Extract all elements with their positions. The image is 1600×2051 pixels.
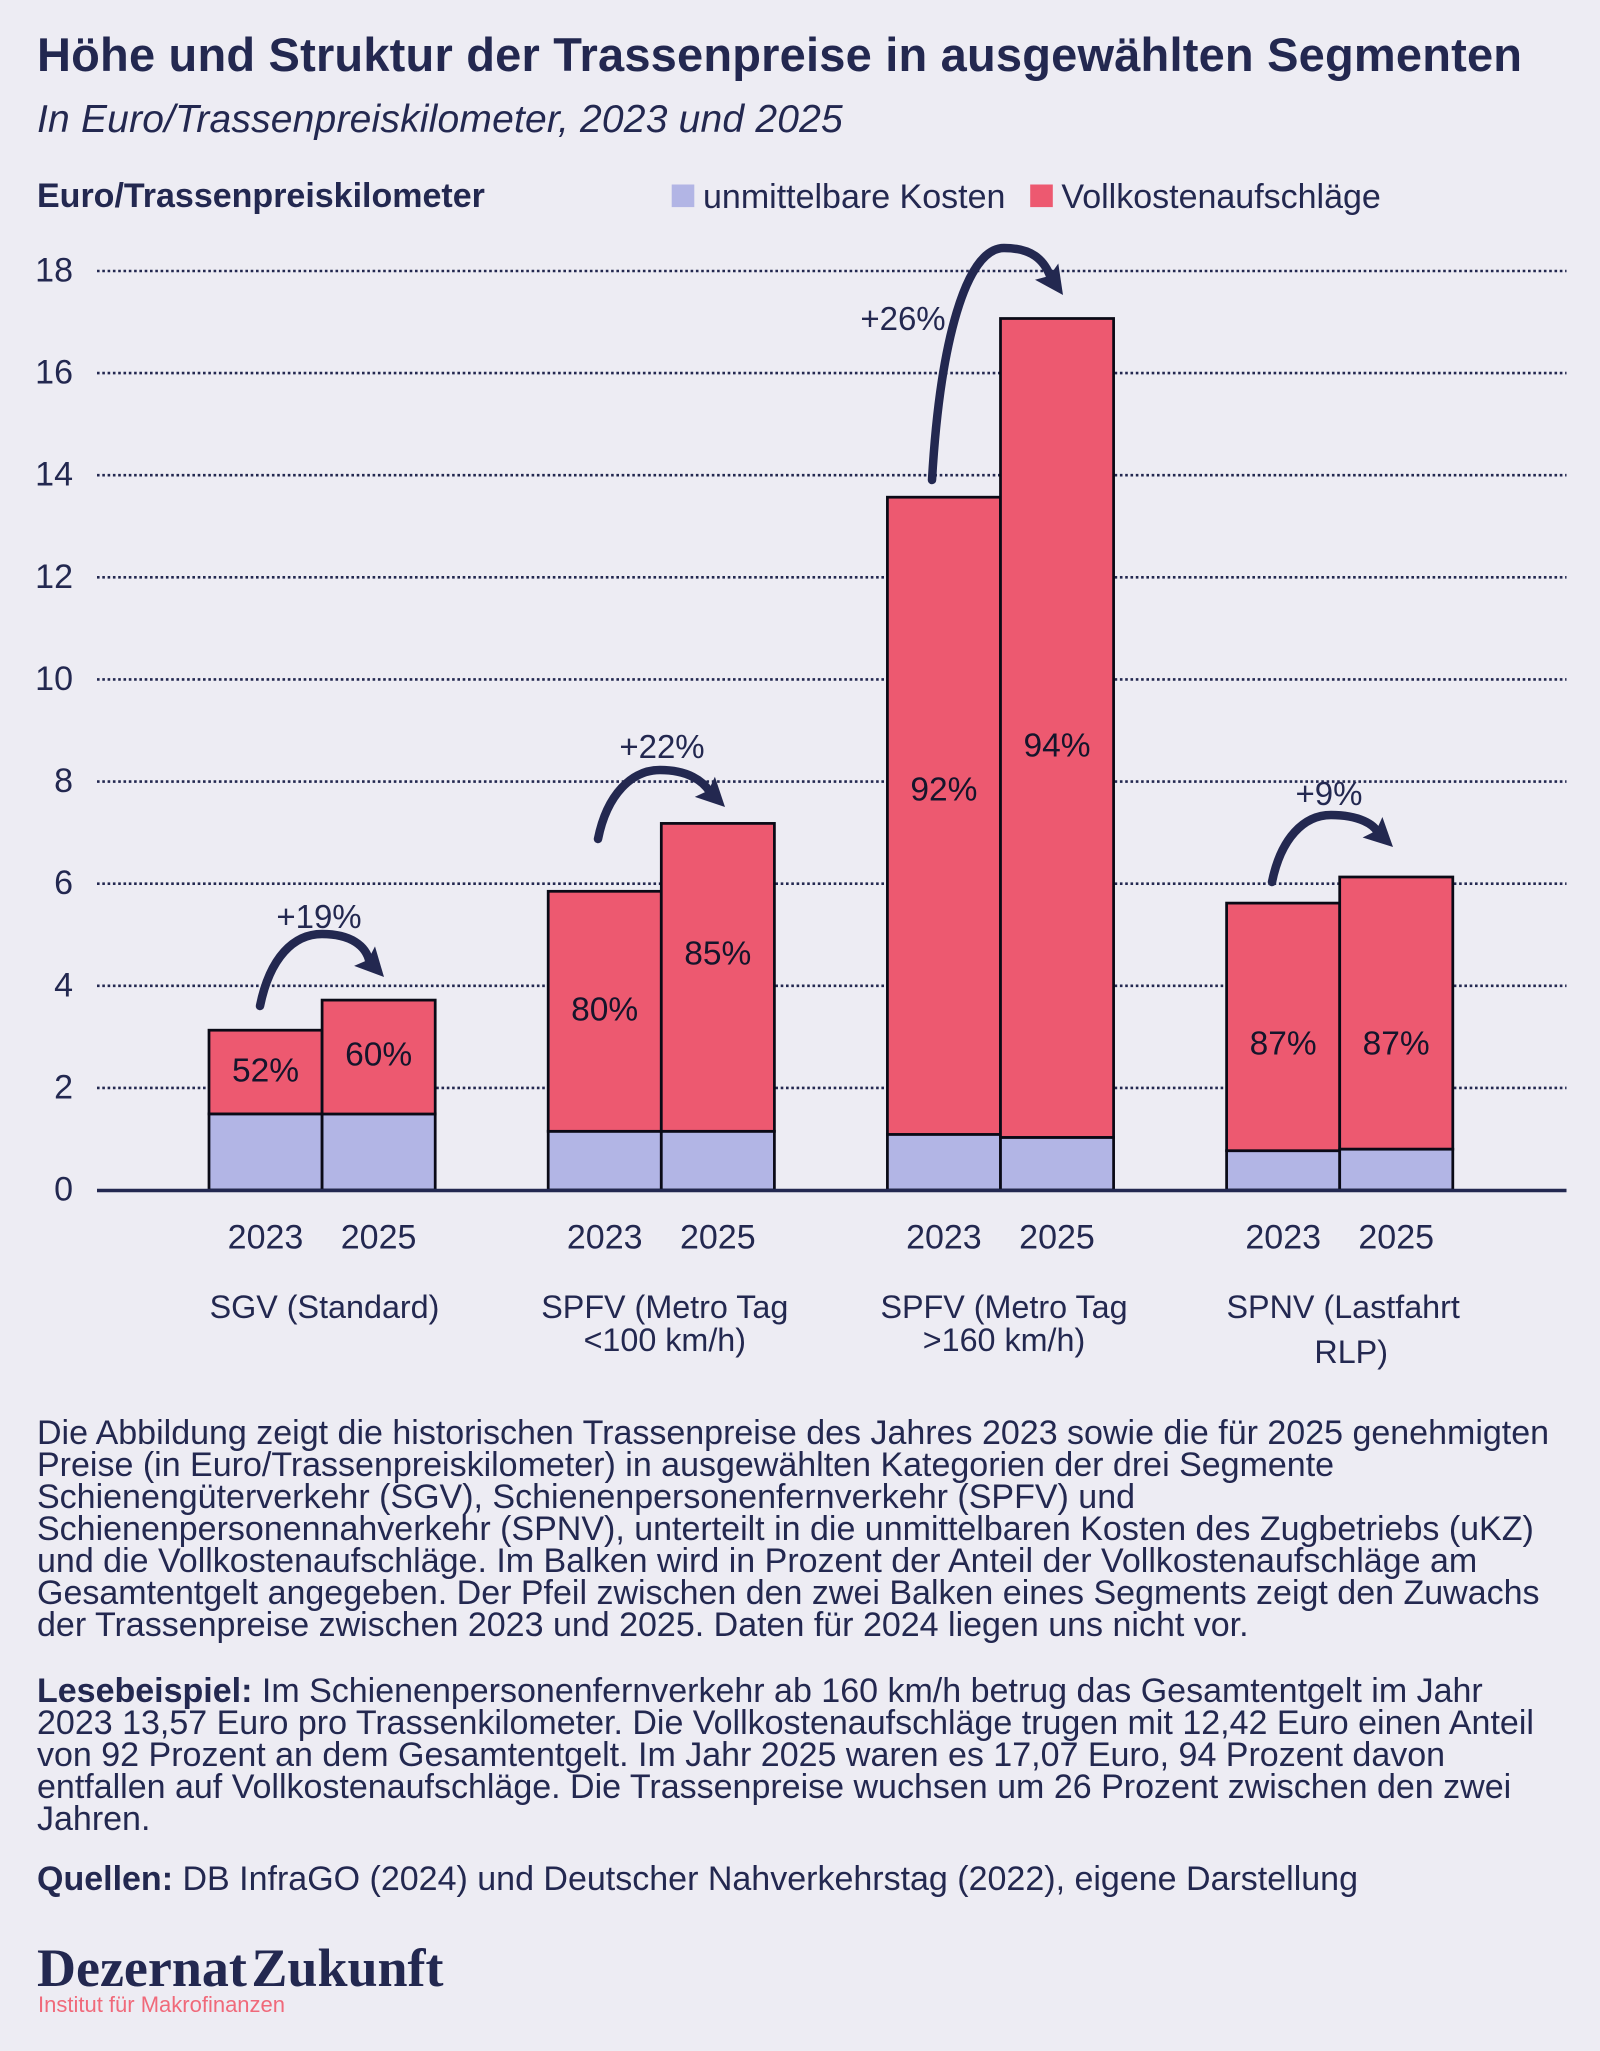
svg-text:0: 0 [54, 1171, 73, 1209]
svg-text:92%: 92% [910, 772, 977, 809]
svg-text:2: 2 [54, 1068, 73, 1106]
svg-text:2023: 2023 [906, 1219, 982, 1257]
svg-text:+22%: +22% [619, 728, 704, 765]
svg-text:2025: 2025 [1358, 1219, 1434, 1257]
svg-text:52%: 52% [232, 1053, 299, 1090]
svg-text:2023: 2023 [567, 1219, 643, 1257]
svg-text:2025: 2025 [341, 1219, 417, 1257]
svg-text:unmittelbare Kosten: unmittelbare Kosten [703, 178, 1005, 216]
svg-text:2023: 2023 [228, 1219, 304, 1257]
svg-text:2025: 2025 [680, 1219, 756, 1257]
svg-text:18: 18 [35, 252, 73, 290]
svg-text:87%: 87% [1250, 1026, 1317, 1063]
svg-text:SPNV (Lastfahrt: SPNV (Lastfahrt [1227, 1289, 1460, 1325]
svg-text:80%: 80% [571, 992, 638, 1029]
svg-text:2025: 2025 [1019, 1219, 1095, 1257]
svg-text:10: 10 [35, 660, 73, 698]
svg-text:14: 14 [35, 456, 73, 494]
svg-text:60%: 60% [345, 1037, 412, 1074]
svg-text:Vollkostenaufschläge: Vollkostenaufschläge [1061, 178, 1380, 216]
svg-text:>160 km/h): >160 km/h) [923, 1322, 1085, 1358]
svg-text:2023: 2023 [1245, 1219, 1321, 1257]
svg-text:94%: 94% [1023, 728, 1090, 765]
svg-text:SPFV (Metro Tag: SPFV (Metro Tag [541, 1289, 788, 1325]
svg-text:+26%: +26% [860, 300, 945, 337]
svg-text:+19%: +19% [276, 898, 361, 935]
svg-text:+9%: +9% [1296, 775, 1363, 812]
svg-text:6: 6 [54, 864, 73, 902]
svg-text:RLP): RLP) [1314, 1334, 1388, 1370]
svg-text:<100 km/h): <100 km/h) [584, 1322, 746, 1358]
svg-text:8: 8 [54, 762, 73, 800]
svg-text:12: 12 [35, 558, 73, 596]
svg-text:SGV (Standard): SGV (Standard) [210, 1289, 440, 1325]
svg-text:85%: 85% [684, 936, 751, 973]
svg-text:SPFV (Metro Tag: SPFV (Metro Tag [880, 1289, 1127, 1325]
svg-text:87%: 87% [1363, 1026, 1430, 1063]
svg-text:16: 16 [35, 354, 73, 392]
svg-text:4: 4 [54, 966, 73, 1004]
